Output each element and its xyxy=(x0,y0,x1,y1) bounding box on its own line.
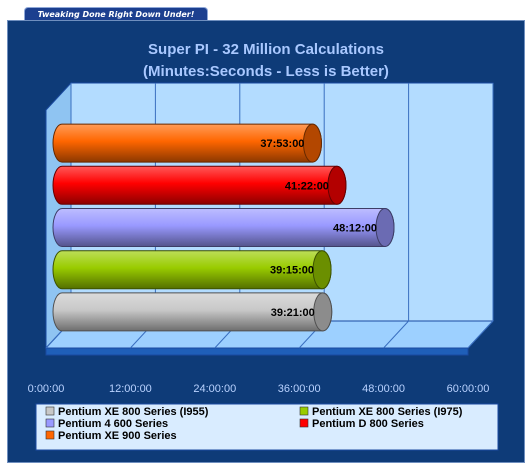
bar-end-cap xyxy=(312,250,332,290)
legend-swatch xyxy=(299,418,309,428)
x-tick-label: 36:00:00 xyxy=(278,383,321,395)
legend-box xyxy=(35,403,499,451)
x-tick-label: 48:00:00 xyxy=(362,383,405,395)
legend-entry: Pentium XE 900 Series xyxy=(58,430,177,442)
bar-end-cap xyxy=(327,165,347,205)
legend-swatch xyxy=(45,418,55,428)
legend-swatch xyxy=(45,406,55,416)
data-label: 39:15:00 xyxy=(270,265,314,277)
legend-entry: Pentium XE 800 Series (I955) xyxy=(58,406,209,418)
bar-end-cap xyxy=(302,123,322,163)
floor-edge xyxy=(45,347,469,356)
data-label: 37:53:00 xyxy=(260,138,304,150)
chart-subtitle: (Minutes:Seconds - Less is Better) xyxy=(143,63,389,80)
site-banner-tab[interactable]: Tweaking Done Right Down Under! xyxy=(24,7,208,21)
data-label: 41:22:00 xyxy=(285,180,329,192)
legend-swatch xyxy=(45,430,55,440)
bar-end-cap xyxy=(313,292,333,332)
x-tick-label: 24:00:00 xyxy=(193,383,236,395)
legend-entry: Pentium 4 600 Series xyxy=(58,418,168,430)
x-tick-label: 12:00:00 xyxy=(109,383,152,395)
legend-swatch xyxy=(299,406,309,416)
chart-title: Super PI - 32 Million Calculations xyxy=(148,41,384,58)
x-tick-label: 60:00:00 xyxy=(447,383,490,395)
gridline-floor xyxy=(467,320,494,349)
gridline-floor xyxy=(383,320,409,349)
bar-end-cap xyxy=(375,208,395,247)
data-label: 48:12:00 xyxy=(333,223,377,235)
data-label: 39:21:00 xyxy=(271,307,315,319)
x-tick-label: 0:00:00 xyxy=(28,383,65,395)
legend-entry: Pentium D 800 Series xyxy=(312,418,424,430)
legend-entry: Pentium XE 800 Series (I975) xyxy=(312,406,463,418)
